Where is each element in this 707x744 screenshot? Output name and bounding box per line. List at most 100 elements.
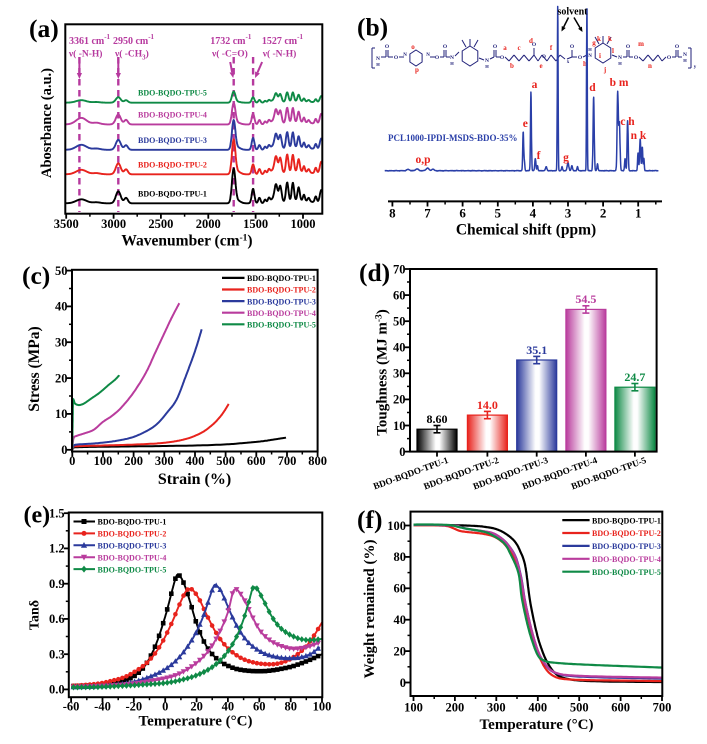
svg-text:BDO-BQDO-TPU-4: BDO-BQDO-TPU-4 [247, 309, 316, 318]
svg-text:8: 8 [389, 206, 396, 221]
svg-text:e: e [539, 62, 542, 70]
svg-text:BDO-BQDO-TPU-5: BDO-BQDO-TPU-5 [138, 89, 207, 98]
svg-text:1732 cm-1: 1732 cm-1 [210, 33, 252, 47]
svg-text:BDO-BQDO-TPU-5: BDO-BQDO-TPU-5 [98, 565, 167, 574]
svg-text:Stress (MPa): Stress (MPa) [26, 326, 43, 411]
svg-text:600: 600 [611, 701, 630, 715]
svg-text:(b): (b) [357, 13, 388, 42]
svg-text:0.0: 0.0 [49, 683, 65, 697]
svg-text:BDO-BQDO-TPU-2: BDO-BQDO-TPU-2 [138, 160, 207, 169]
svg-text:BDO-BQDO-TPU-2: BDO-BQDO-TPU-2 [247, 286, 316, 295]
svg-text:700: 700 [278, 454, 297, 468]
svg-text:o,p: o,p [415, 154, 430, 166]
svg-text:BDO-BQDO-TPU-5: BDO-BQDO-TPU-5 [592, 568, 661, 577]
svg-text:1.5: 1.5 [49, 507, 65, 521]
svg-text:solvent: solvent [558, 7, 589, 18]
svg-text:(e): (e) [24, 503, 51, 529]
svg-text:O: O [435, 55, 440, 61]
svg-text:(c): (c) [22, 261, 50, 290]
svg-text:300: 300 [155, 454, 174, 468]
svg-text:14.0: 14.0 [477, 398, 498, 412]
svg-text:5: 5 [495, 206, 502, 221]
svg-text:O: O [385, 44, 390, 50]
svg-text:60: 60 [253, 700, 266, 714]
svg-text:n k: n k [631, 130, 647, 142]
svg-text:40: 40 [222, 700, 235, 714]
svg-text:f: f [550, 44, 553, 52]
svg-text:ν( -C=O): ν( -C=O) [211, 49, 248, 60]
svg-text:30: 30 [393, 367, 406, 381]
svg-text:0: 0 [162, 700, 168, 714]
svg-text:-20: -20 [125, 700, 142, 714]
svg-text:8.60: 8.60 [427, 412, 448, 426]
svg-text:d: d [529, 37, 533, 45]
svg-text:0.6: 0.6 [49, 612, 65, 626]
svg-text:0: 0 [69, 454, 75, 468]
svg-text:m: m [638, 40, 644, 48]
svg-text:BDO-BQDO-TPU-4: BDO-BQDO-TPU-4 [98, 553, 167, 562]
svg-text:1.2: 1.2 [49, 542, 65, 556]
svg-text:h: h [583, 60, 587, 68]
svg-text:y: y [694, 65, 697, 70]
svg-text:40: 40 [393, 341, 406, 355]
svg-text:BDO-BQDO-TPU-1: BDO-BQDO-TPU-1 [138, 189, 207, 198]
svg-text:Temperature (°C): Temperature (°C) [139, 714, 253, 730]
svg-text:x: x [567, 60, 570, 65]
svg-text:(d): (d) [359, 258, 390, 287]
svg-text:a: a [503, 44, 507, 52]
svg-text:10: 10 [393, 419, 406, 433]
svg-text:ν( -CH3): ν( -CH3) [114, 49, 149, 62]
svg-text:O: O [493, 44, 498, 50]
svg-text:70: 70 [393, 262, 406, 276]
svg-text:24.7: 24.7 [624, 370, 645, 384]
svg-text:a: a [532, 79, 538, 91]
svg-text:800: 800 [308, 454, 327, 468]
svg-text:b: b [510, 62, 514, 70]
svg-text:g: g [592, 39, 596, 47]
svg-text:O: O [532, 42, 537, 48]
svg-text:Weight remained (%): Weight remained (%) [362, 540, 378, 679]
svg-text:e: e [523, 118, 528, 130]
svg-text:7: 7 [424, 206, 431, 221]
svg-text:O: O [578, 55, 583, 61]
svg-text:10: 10 [55, 407, 68, 421]
svg-text:(a): (a) [29, 14, 59, 43]
svg-text:Strain (%): Strain (%) [158, 471, 231, 488]
svg-text:n: n [648, 62, 652, 70]
svg-text:0: 0 [400, 676, 406, 690]
svg-text:O: O [667, 55, 672, 61]
svg-text:Chemical shift (ppm): Chemical shift (ppm) [456, 222, 596, 239]
svg-text:400: 400 [528, 701, 547, 715]
svg-text:BDO-BQDO-TPU-4: BDO-BQDO-TPU-4 [592, 555, 661, 564]
svg-text:500: 500 [216, 454, 235, 468]
svg-text:500: 500 [570, 701, 589, 715]
svg-text:100: 100 [313, 700, 332, 714]
svg-text:60: 60 [394, 582, 407, 596]
svg-text:54.5: 54.5 [575, 292, 596, 306]
svg-text:1: 1 [635, 206, 642, 221]
svg-text:g: g [563, 152, 569, 164]
svg-text:60: 60 [393, 288, 406, 302]
svg-text:6: 6 [459, 206, 466, 221]
svg-text:N: N [403, 53, 407, 58]
svg-text:Wavenumber (cm-1): Wavenumber (cm-1) [121, 233, 252, 250]
svg-text:H: H [683, 58, 687, 63]
svg-text:H: H [618, 61, 622, 66]
svg-text:ν( -N-H): ν( -N-H) [262, 49, 297, 60]
svg-text:O: O [394, 55, 399, 61]
svg-text:k: k [608, 35, 612, 43]
svg-text:80: 80 [394, 550, 407, 564]
svg-text:N: N [450, 55, 454, 61]
svg-text:0.9: 0.9 [49, 577, 65, 591]
svg-text:BDO-BQDO-TPU-1: BDO-BQDO-TPU-1 [98, 518, 167, 527]
svg-text:N: N [618, 55, 622, 61]
svg-text:BDO-BQDO-TPU-3: BDO-BQDO-TPU-3 [98, 542, 167, 551]
svg-text:-40: -40 [94, 700, 111, 714]
svg-text:H: H [376, 62, 380, 67]
svg-text:700: 700 [653, 701, 672, 715]
svg-text:BDO-BQDO-TPU-1: BDO-BQDO-TPU-1 [592, 516, 661, 525]
svg-text:0: 0 [61, 443, 67, 457]
svg-text:O: O [570, 44, 575, 50]
svg-text:40: 40 [55, 300, 68, 314]
svg-text:80: 80 [284, 700, 297, 714]
